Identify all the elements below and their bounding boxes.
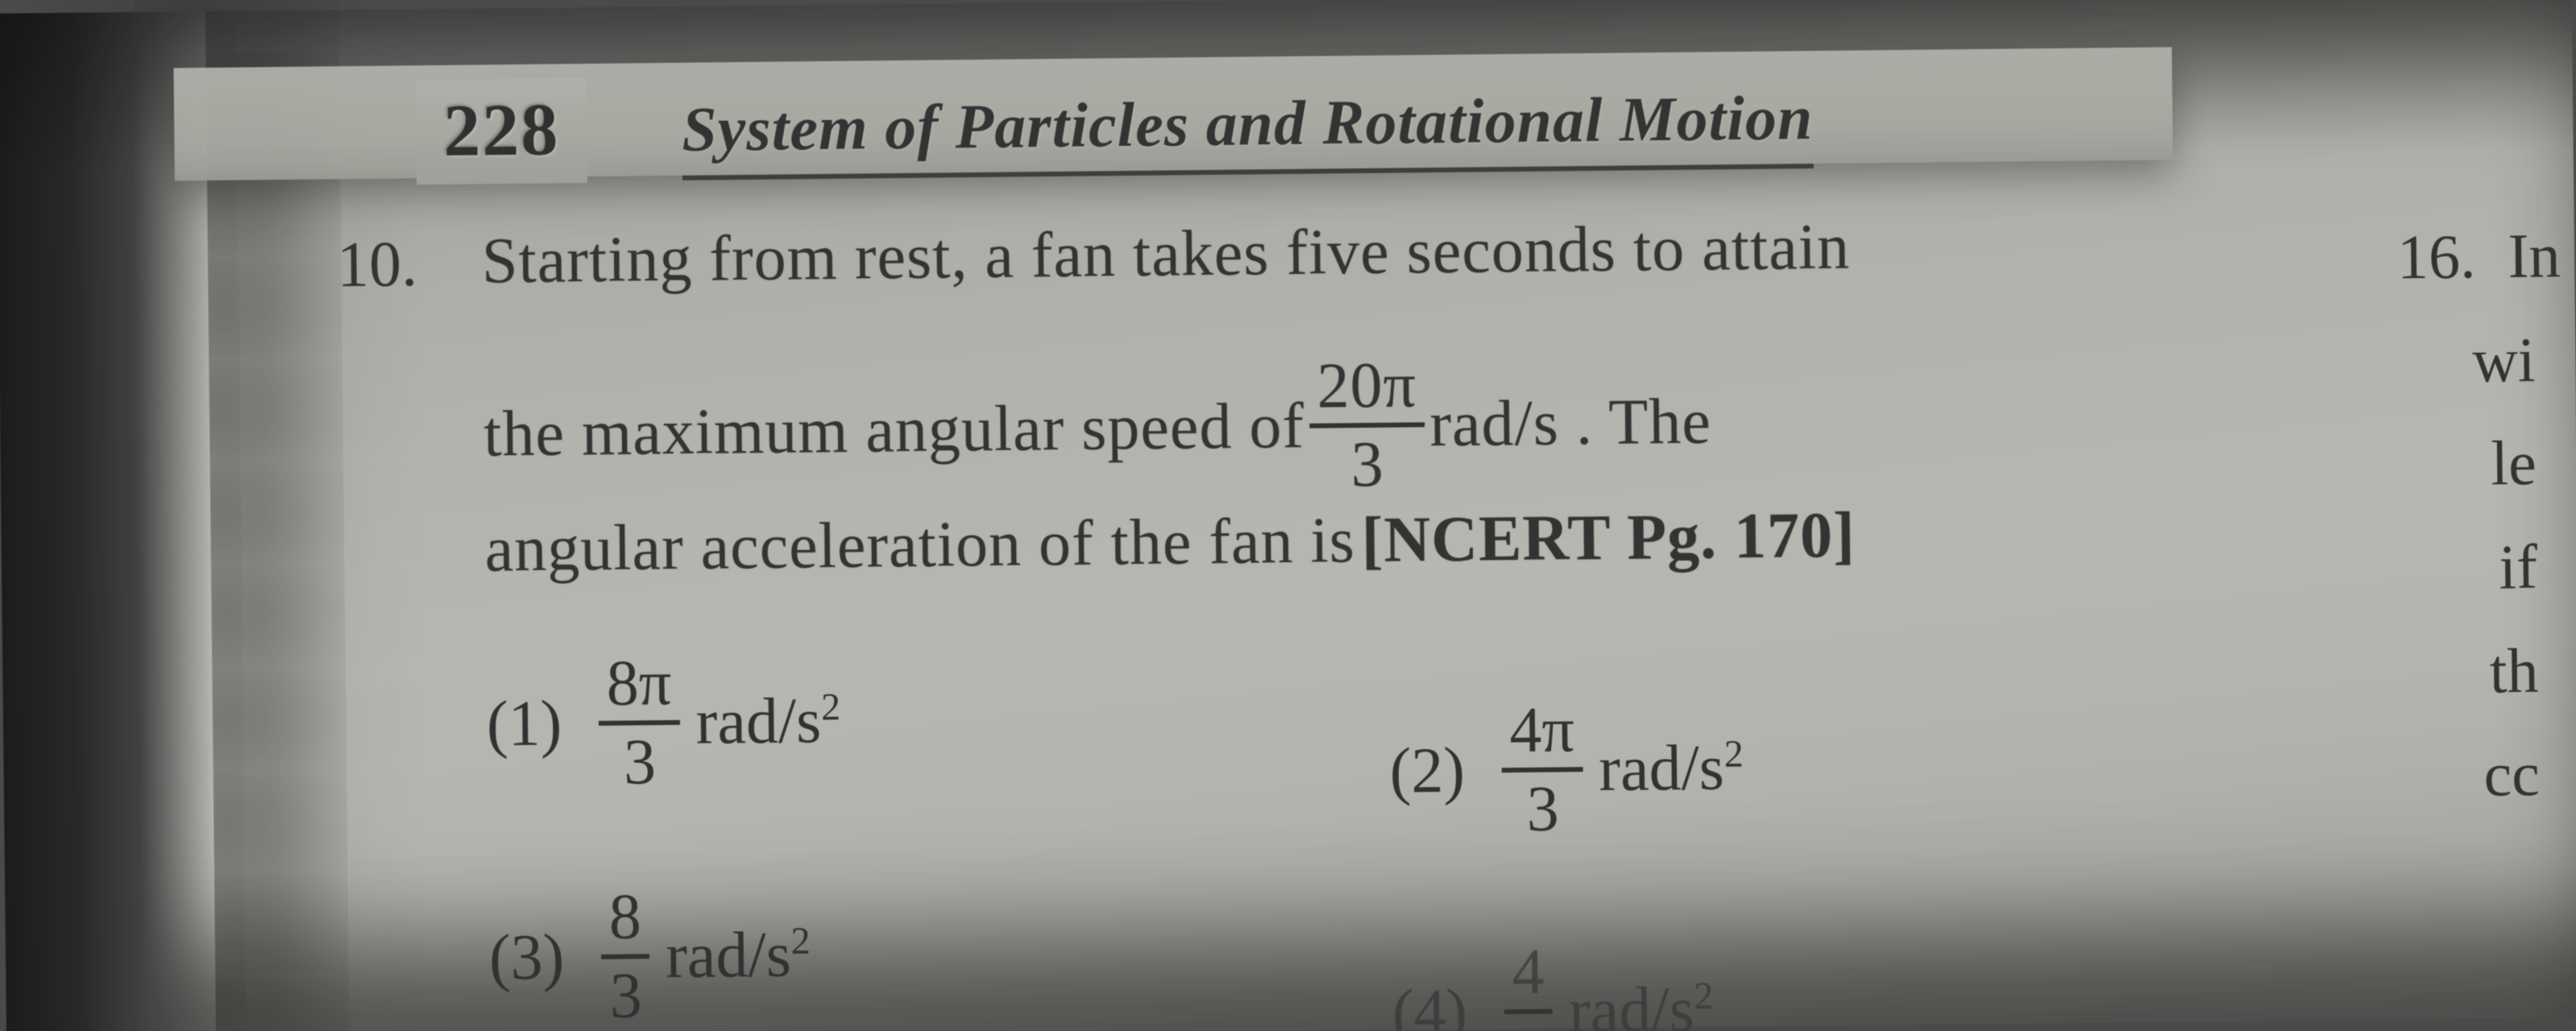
option-1-unit: rad/s2 <box>695 684 840 759</box>
option-2-fraction: 4π 3 <box>1501 698 1583 842</box>
option-3-den: 3 <box>601 963 650 1029</box>
option-2-unit: rad/s2 <box>1599 731 1744 806</box>
option-4-den <box>1512 1019 1545 1031</box>
option-1-label: (1) <box>487 687 562 761</box>
rm-l2: In <box>2508 204 2561 308</box>
unit-sup: 2 <box>821 685 841 728</box>
unit-sup: 2 <box>790 919 811 962</box>
page-header: 228 System of Particles and Rotational M… <box>173 47 2172 180</box>
unit-text: rad/s <box>1599 732 1724 805</box>
rm-l6: th <box>2401 619 2547 724</box>
option-4-fraction: 4 <box>1504 940 1553 1031</box>
option-1-fraction: 8π 3 <box>598 651 680 795</box>
option-1-num: 8π <box>598 651 679 716</box>
question-line-2: the maximum angular speed of 20π 3 rad/s… <box>483 350 1711 507</box>
option-3: (3) 8 3 rad/s2 <box>488 883 811 1029</box>
unit-text: rad/s <box>1569 974 1695 1031</box>
rm-l4: le <box>2399 412 2545 517</box>
option-4-num: 4 <box>1504 940 1553 1005</box>
option-2-label: (2) <box>1389 734 1465 808</box>
option-2-num: 4π <box>1501 698 1583 763</box>
question-number: 10. <box>337 228 418 302</box>
option-4: (4) 4 rad/s2 <box>1392 938 1715 1031</box>
scanned-page: 228 System of Particles and Rotational M… <box>0 0 2576 1031</box>
rm-l7: cc <box>2402 723 2548 828</box>
option-3-unit: rad/s2 <box>666 918 811 993</box>
page-number: 228 <box>416 78 587 184</box>
q-line2-post: rad/s . The <box>1429 388 1711 459</box>
frac-bar <box>599 720 679 726</box>
rm-l3: wi <box>2398 308 2544 413</box>
frac-num: 20π <box>1309 353 1425 418</box>
option-2: (2) 4π 3 rad/s2 <box>1389 696 1744 843</box>
question-line-3: angular acceleration of the fan is[NCERT… <box>484 502 1856 584</box>
option-1-den: 3 <box>616 730 665 795</box>
chapter-title: System of Particles and Rotational Motio… <box>682 81 1814 180</box>
ncert-ref: [NCERT Pg. 170] <box>1361 500 1856 576</box>
option-4-label: (4) <box>1392 975 1467 1031</box>
frac-den: 3 <box>1342 433 1392 498</box>
q-line3-pre: angular acceleration of the fan is <box>484 505 1355 585</box>
option-3-num: 8 <box>600 884 649 950</box>
option-4-unit: rad/s2 <box>1569 973 1714 1031</box>
unit-text: rad/s <box>666 919 791 992</box>
option-2-den: 3 <box>1518 776 1567 842</box>
frac-bar <box>1504 1009 1553 1015</box>
rm-l5: if <box>2400 516 2545 621</box>
q-line2-pre: the maximum angular speed of <box>483 392 1305 469</box>
frac-bar <box>1502 767 1583 772</box>
rm-l1: 16. <box>2396 205 2476 310</box>
unit-sup: 2 <box>1694 974 1714 1017</box>
question-line-1: Starting from rest, a fan takes five sec… <box>482 213 1851 296</box>
max-speed-fraction: 20π 3 <box>1309 353 1425 497</box>
right-margin-cut: 16. In wi le if th cc <box>2396 205 2548 828</box>
unit-sup: 2 <box>1724 732 1744 775</box>
option-1: (1) 8π 3 rad/s2 <box>486 649 841 797</box>
frac-bar <box>601 954 649 959</box>
frac-bar <box>1309 422 1425 429</box>
option-3-fraction: 8 3 <box>600 884 650 1029</box>
unit-text: rad/s <box>695 685 821 758</box>
option-3-label: (3) <box>489 921 565 995</box>
